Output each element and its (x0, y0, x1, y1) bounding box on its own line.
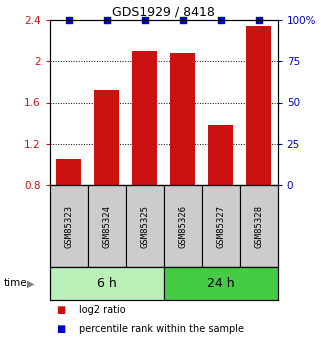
Bar (88, 185, 126, 267)
Point (256, 17, 261, 23)
Bar (50, 267, 164, 300)
Text: GSM85326: GSM85326 (178, 205, 187, 247)
Point (180, 17, 185, 23)
Point (142, 17, 147, 23)
Bar (202, 185, 240, 267)
Text: ▶: ▶ (27, 278, 34, 288)
Text: time: time (3, 278, 27, 288)
Text: 6 h: 6 h (97, 277, 117, 290)
Text: ■: ■ (56, 324, 65, 334)
Bar (94, 90, 119, 185)
Bar (208, 125, 233, 185)
Text: GSM85325: GSM85325 (140, 205, 149, 247)
Text: GSM85327: GSM85327 (216, 205, 225, 247)
Bar (164, 185, 202, 267)
Bar (132, 51, 157, 185)
Bar (56, 159, 81, 185)
Text: ■: ■ (56, 305, 65, 315)
Point (104, 17, 109, 23)
Bar (126, 185, 164, 267)
Text: GSM85324: GSM85324 (102, 205, 111, 247)
Text: 24 h: 24 h (207, 277, 235, 290)
Text: percentile rank within the sample: percentile rank within the sample (79, 324, 244, 334)
Text: log2 ratio: log2 ratio (79, 305, 125, 315)
Bar (170, 53, 195, 185)
Title: GDS1929 / 8418: GDS1929 / 8418 (112, 6, 215, 19)
Point (218, 17, 223, 23)
Bar (240, 185, 278, 267)
Text: GSM85323: GSM85323 (64, 205, 73, 247)
Bar (164, 267, 278, 300)
Point (66, 17, 71, 23)
Bar (246, 26, 271, 185)
Text: GSM85328: GSM85328 (254, 205, 263, 247)
Bar (50, 185, 88, 267)
